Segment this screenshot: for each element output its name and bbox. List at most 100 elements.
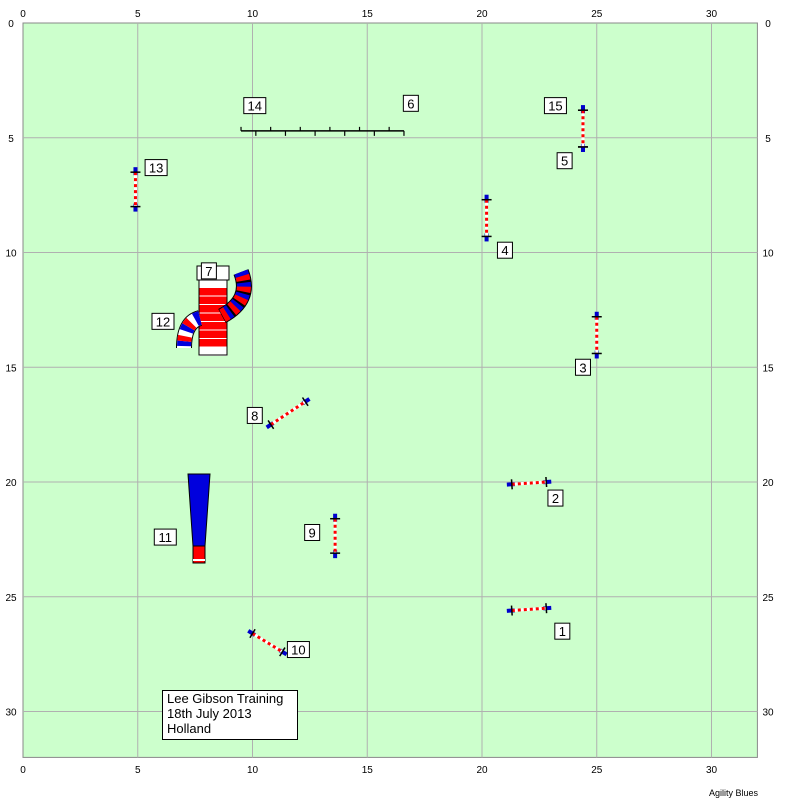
- jump-upright: [301, 397, 309, 407]
- jump-upright: [545, 603, 548, 614]
- chute-11: [187, 473, 211, 564]
- chute-fabric-end: [192, 545, 206, 564]
- jump-8: [265, 397, 311, 430]
- weave-number-6: 6: [402, 94, 419, 112]
- jump-upright: [279, 647, 286, 657]
- x-tick-label-top: 5: [135, 9, 141, 20]
- number-text: 4: [501, 243, 508, 258]
- y-tick-label-left: 30: [5, 708, 17, 719]
- x-tick-label-top: 25: [591, 9, 603, 20]
- number-text: 7: [205, 264, 212, 279]
- y-tick-label-right: 10: [762, 249, 774, 260]
- course-info-box: Lee Gibson Training 18th July 2013 Holla…: [162, 690, 298, 740]
- x-tick-label-bottom: 20: [476, 765, 488, 776]
- jump-number-9: 9: [304, 523, 321, 541]
- jump-3: [591, 311, 602, 359]
- jump-upright: [545, 476, 548, 488]
- x-tick-label-bottom: 30: [706, 765, 718, 776]
- dogwalk-segment: [198, 287, 228, 297]
- weave-poles: [240, 126, 405, 136]
- number-text: 6: [407, 96, 414, 111]
- dogwalk-segment: [198, 295, 228, 305]
- info-location: Holland: [167, 721, 212, 736]
- jump-number-3: 3: [574, 358, 591, 376]
- x-tick-label-bottom: 0: [20, 765, 26, 776]
- number-box: [496, 241, 513, 259]
- dogwalk-number: 7: [200, 262, 217, 280]
- x-tick-label-bottom: 5: [135, 765, 141, 776]
- y-tick-label-left: 15: [5, 363, 17, 374]
- x-tick-label-top: 30: [706, 9, 718, 20]
- number-text: 5: [561, 154, 568, 169]
- y-tick-label-left: 10: [5, 249, 17, 260]
- number-text: 13: [149, 161, 163, 176]
- y-tick-label-right: 5: [765, 134, 771, 145]
- info-date: 18th July 2013: [167, 706, 252, 721]
- number-box: [543, 97, 567, 115]
- jump-pole: [511, 606, 547, 613]
- jump-number-5: 5: [556, 152, 573, 170]
- jump-upright: [510, 479, 513, 490]
- number-box: [144, 159, 168, 177]
- x-tick-label-top: 20: [476, 9, 488, 20]
- info-title: Lee Gibson Training: [167, 691, 284, 706]
- number-text: 11: [159, 530, 173, 545]
- jump-number-1: 1: [554, 622, 571, 640]
- number-box: [554, 622, 571, 640]
- number-text: 3: [579, 360, 586, 375]
- dogwalk-segment: [198, 338, 228, 348]
- y-tick-label-left: 5: [8, 134, 14, 145]
- weave-number-14: 14: [243, 97, 267, 115]
- x-tick-label-bottom: 10: [247, 765, 259, 776]
- chute-number: 11: [153, 528, 177, 546]
- y-tick-label-left: 0: [8, 19, 14, 30]
- number-box: [547, 489, 564, 507]
- number-box: [304, 523, 321, 541]
- footer-brand: Agility Blues: [708, 788, 758, 798]
- number-text: 15: [548, 99, 562, 114]
- jump-2: [506, 476, 552, 490]
- jump-10: [247, 628, 288, 657]
- jump-number-4: 4: [496, 241, 513, 259]
- number-box: [246, 406, 263, 424]
- number-text: 10: [291, 643, 305, 658]
- y-tick-label-right: 30: [762, 708, 774, 719]
- x-tick-label-top: 0: [20, 9, 26, 20]
- y-tick-label-right: 20: [762, 478, 774, 489]
- number-box: [151, 312, 175, 330]
- number-box: [286, 641, 310, 659]
- number-text: 12: [156, 314, 170, 329]
- number-box: [153, 528, 177, 546]
- y-tick-label-right: 25: [762, 593, 774, 604]
- jump-number-15: 15: [543, 97, 567, 115]
- number-text: 9: [309, 525, 316, 540]
- jump-number-10: 10: [286, 641, 310, 659]
- jump-1: [506, 603, 552, 616]
- y-tick-label-right: 15: [762, 363, 774, 374]
- number-box: [402, 94, 419, 112]
- jump-upright: [510, 605, 513, 616]
- number-text: 1: [559, 624, 566, 639]
- field-area: [22, 22, 758, 758]
- tunnel-left-blue: [177, 311, 203, 349]
- jump-13: [130, 167, 141, 212]
- jump-number-8: 8: [246, 406, 263, 424]
- dogwalk-segment: [198, 329, 228, 339]
- number-box: [200, 262, 217, 280]
- number-text: 2: [552, 491, 559, 506]
- number-box: [574, 358, 591, 376]
- tunnel-12: [176, 269, 252, 349]
- number-text: 8: [251, 408, 258, 423]
- y-tick-label-left: 20: [5, 478, 17, 489]
- number-box: [556, 152, 573, 170]
- tunnel-number: 12: [151, 312, 175, 330]
- number-box: [243, 97, 267, 115]
- tunnel-right-stripes: [218, 269, 251, 323]
- jump-pole-stripes: [270, 400, 307, 426]
- dogwalk-segment: [198, 346, 228, 356]
- x-tick-label-bottom: 15: [362, 765, 374, 776]
- jump-4: [481, 194, 492, 242]
- jump-pole: [251, 632, 284, 654]
- number-text: 14: [248, 99, 262, 114]
